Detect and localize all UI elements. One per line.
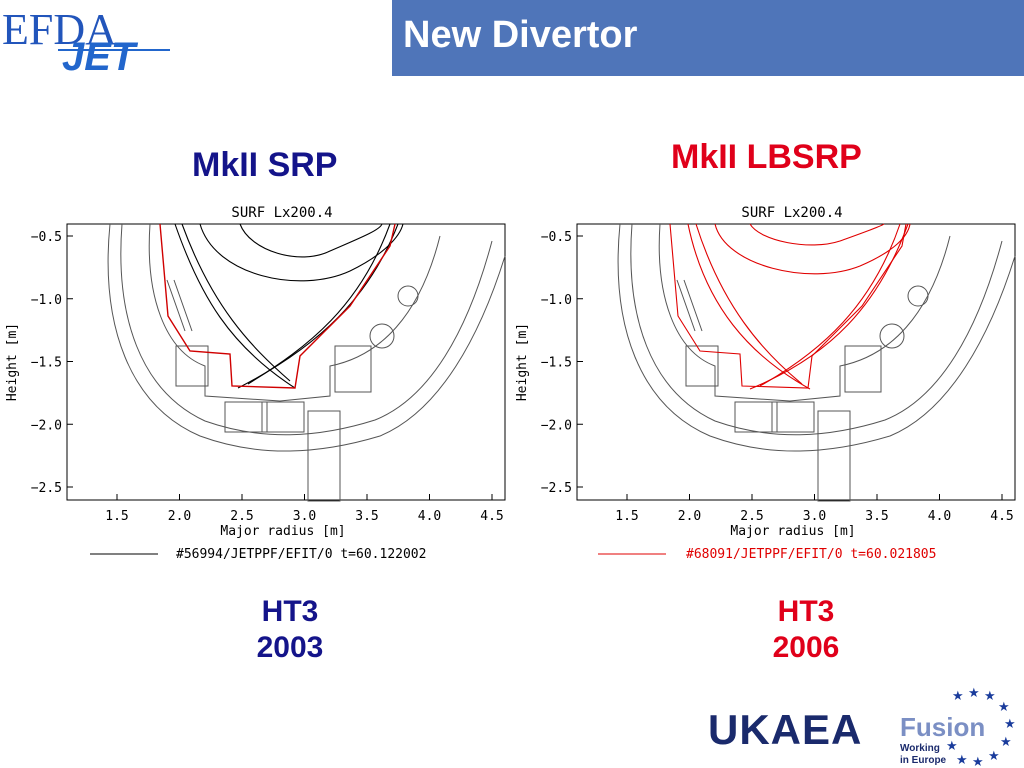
fusion-logo-sub2: in Europe: [900, 755, 947, 766]
right-x-tick-label: 2.0: [678, 509, 701, 524]
fusion-in-europe-logo: Fusion Working in Europe ★ ★ ★ ★★★ ★★★ ★: [900, 686, 1016, 768]
left-x-tick-label: 3.5: [355, 509, 378, 524]
page-title: New Divertor: [403, 14, 638, 56]
left-limiter-contour: [159, 223, 396, 389]
svg-text:★: ★: [972, 755, 984, 768]
left-footnote: HT3 2003: [210, 594, 370, 666]
svg-text:★: ★: [952, 689, 964, 704]
left-x-tick-label: 4.0: [418, 509, 441, 524]
right-footnote: HT3 2006: [726, 594, 886, 666]
left-equilibrium-plot: SURF Lx200.4 1.5 2.0 2.5 3.0 3.5 4.0 4.5 −0.5−…: [5, 205, 506, 562]
left-footnote-line2: 2003: [256, 631, 324, 664]
svg-text:★: ★: [956, 753, 968, 768]
right-y-tick-label: −2.0: [541, 418, 572, 433]
logo-jet-text: JET: [62, 35, 139, 76]
svg-text:★: ★: [998, 700, 1010, 715]
right-y-tick-label: −0.5: [541, 230, 572, 245]
svg-text:★: ★: [1004, 717, 1016, 732]
svg-text:★: ★: [984, 689, 996, 704]
right-footnote-line2: 2006: [772, 631, 840, 664]
title-bar: [392, 0, 1024, 76]
left-y-tick-label: −2.0: [31, 418, 62, 433]
right-ylabel: Height [m]: [515, 323, 530, 401]
right-equilibrium-plot: SURF Lx200.4 1.5 2.0 2.5 3.0 3.5 4.0 4.5 −0.5−…: [515, 205, 1016, 562]
left-ylabel: Height [m]: [5, 323, 20, 401]
left-x-tick-label: 4.5: [480, 509, 503, 524]
left-plot-title: SURF Lx200.4: [231, 205, 332, 221]
right-x-tick-label: 3.5: [865, 509, 888, 524]
left-xlabel: Major radius [m]: [220, 524, 345, 539]
right-x-tick-label: 1.5: [615, 509, 638, 524]
left-panel-heading: MkII SRP: [192, 146, 338, 184]
right-y-tick-label: −1.5: [541, 356, 572, 371]
right-x-tick-label: 2.5: [740, 509, 763, 524]
right-x-tick-label: 4.0: [928, 509, 951, 524]
left-y-tick-label: −1.0: [31, 293, 62, 308]
right-flux-surfaces: [669, 223, 911, 390]
left-vessel-outline: [107, 223, 506, 502]
logo-efda-text: EFDA: [2, 5, 117, 54]
left-x-tick-label: 2.0: [168, 509, 191, 524]
right-y-ticks: −0.5 −1.0 −1.5 −2.0 −2.5: [541, 230, 583, 496]
left-y-tick-label: −2.5: [31, 481, 62, 496]
left-flux-surfaces: [174, 223, 404, 389]
right-plot-title: SURF Lx200.4: [741, 205, 842, 221]
left-y-tick-label: −0.5: [31, 230, 62, 245]
fusion-logo-title: Fusion: [900, 712, 985, 742]
right-y-tick-label: −2.5: [541, 481, 572, 496]
left-x-tick-label: 3.0: [293, 509, 316, 524]
svg-text:★: ★: [946, 739, 958, 754]
right-footnote-line1: HT3: [777, 595, 835, 628]
right-legend-text: #68091/JETPPF/EFIT/0 t=60.021805: [686, 547, 936, 562]
right-xlabel: Major radius [m]: [730, 524, 855, 539]
svg-text:★: ★: [1000, 735, 1012, 750]
left-y-tick-label: −1.5: [31, 356, 62, 371]
svg-text:★: ★: [968, 686, 980, 701]
left-x-tick-label: 2.5: [230, 509, 253, 524]
right-x-tick-label: 4.5: [990, 509, 1013, 524]
right-x-ticks: 1.5 2.0 2.5 3.0 3.5 4.0 4.5: [615, 494, 1014, 524]
eu-stars-icon: ★ ★ ★ ★★★ ★★★ ★: [946, 686, 1016, 768]
left-footnote-line1: HT3: [261, 595, 319, 628]
fusion-logo-sub1: Working: [900, 743, 940, 754]
efda-jet-logo: EFDA JET: [2, 5, 170, 76]
left-y-ticks: −0.5 −1.0 −1.5 −2.0 −2.5: [31, 230, 73, 496]
left-x-tick-label: 1.5: [105, 509, 128, 524]
right-y-tick-label: −1.0: [541, 293, 572, 308]
left-x-ticks: 1.5 2.0 2.5 3.0 3.5 4.0 4.5: [105, 494, 504, 524]
svg-text:★: ★: [988, 749, 1000, 764]
right-panel-heading: MkII LBSRP: [671, 138, 862, 176]
right-vessel-outline: [617, 223, 1016, 502]
right-x-tick-label: 3.0: [803, 509, 826, 524]
left-legend-text: #56994/JETPPF/EFIT/0 t=60.122002: [176, 547, 426, 562]
ukaea-logo: UKAEA: [708, 706, 863, 753]
